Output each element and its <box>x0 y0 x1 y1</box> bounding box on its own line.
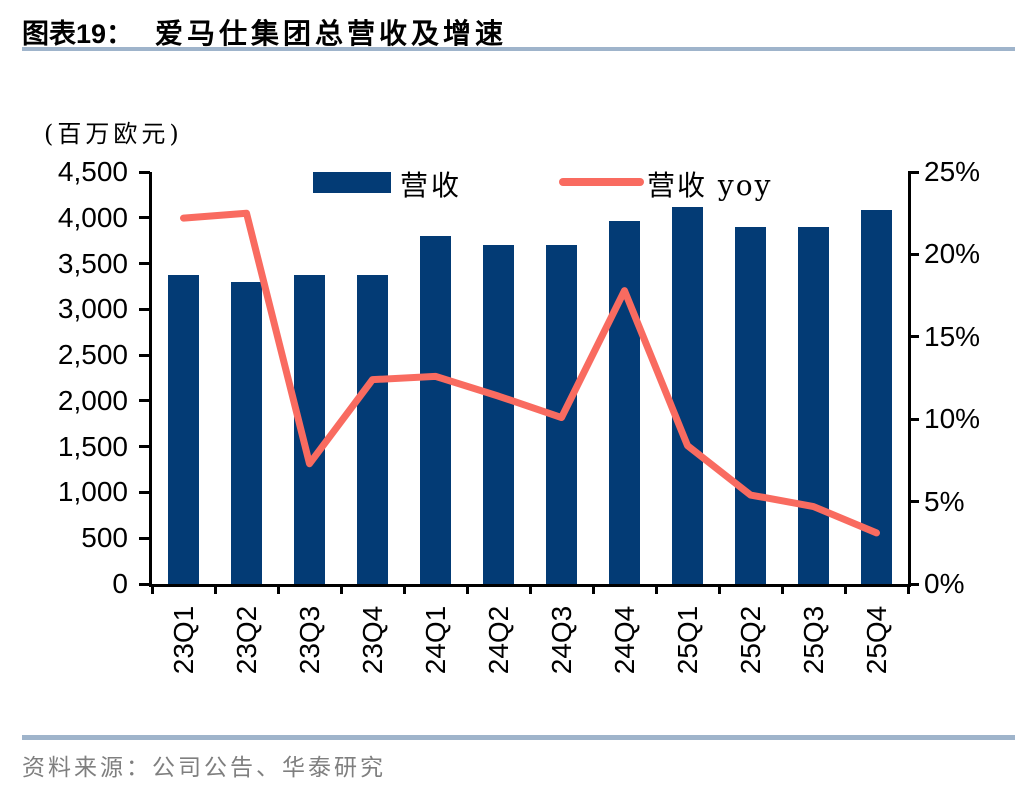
y-axis-tick-left <box>139 490 150 494</box>
y-axis-tick-right <box>908 170 919 174</box>
y-axis-label-left: 4,000 <box>57 201 128 233</box>
page-title: 爱马仕集团总营收及增速 <box>155 17 508 50</box>
x-axis-tick <box>402 584 406 594</box>
figure-header: 图表19： 爱马仕集团总营收及增速 <box>22 12 507 52</box>
y-axis-label-left: 1,500 <box>57 430 128 462</box>
x-axis-tick <box>717 584 721 594</box>
x-axis-label-24Q1: 24Q1 <box>419 605 451 675</box>
bar-25Q4 <box>861 209 892 584</box>
figure-number: 图表19： <box>22 19 134 49</box>
y-axis-label-left: 0 <box>112 568 128 599</box>
y-axis-label-left: 500 <box>81 522 128 554</box>
y-axis-label-left: 2,000 <box>57 384 128 416</box>
y-axis-tick-left <box>139 307 150 311</box>
bar-23Q2 <box>231 281 262 584</box>
y-axis-line-left <box>149 172 152 587</box>
y-axis-tick-left <box>139 216 150 220</box>
x-axis-label-25Q2: 25Q2 <box>734 605 766 675</box>
x-axis-tick <box>465 584 469 594</box>
y-axis-label-right: 20% <box>924 238 981 270</box>
x-axis-line <box>149 584 911 587</box>
x-axis-label-23Q3: 23Q3 <box>293 605 325 675</box>
y-axis-tick-right <box>908 582 919 586</box>
y-axis-label-left: 3,500 <box>57 247 128 279</box>
bar-25Q1 <box>672 206 703 584</box>
y-axis-tick-left <box>139 582 150 586</box>
x-axis-label-24Q2: 24Q2 <box>482 605 514 675</box>
y-axis-label-right: 25% <box>924 156 981 187</box>
x-axis-tick <box>780 584 784 594</box>
x-axis-tick <box>150 584 154 594</box>
x-axis-label-23Q4: 23Q4 <box>356 605 388 675</box>
left-axis-unit-label: (百万欧元) <box>44 120 183 148</box>
bar-24Q4 <box>609 221 640 584</box>
y-axis-label-right: 10% <box>924 403 981 435</box>
x-axis-label-24Q4: 24Q4 <box>608 605 640 675</box>
legend-bar-label: 营收 <box>400 169 463 202</box>
footer-divider <box>22 735 1015 740</box>
bar-25Q2 <box>735 226 766 584</box>
y-axis-label-left: 2,500 <box>57 339 128 371</box>
y-axis-label-right: 0% <box>924 568 965 599</box>
y-axis-tick-left <box>139 445 150 449</box>
y-axis-tick-right <box>908 500 919 504</box>
bar-24Q2 <box>483 245 514 584</box>
bar-25Q3 <box>798 226 829 584</box>
bar-24Q1 <box>420 236 451 584</box>
y-axis-tick-left <box>139 262 150 266</box>
y-axis-label-left: 4,500 <box>57 156 128 187</box>
x-axis-label-25Q1: 25Q1 <box>671 605 703 675</box>
legend-bar-swatch <box>313 172 391 193</box>
y-axis-tick-left <box>139 399 150 403</box>
x-axis-label-25Q4: 25Q4 <box>860 605 892 675</box>
y-axis-label-right: 5% <box>924 485 965 517</box>
y-axis-tick-left <box>139 536 150 540</box>
x-axis-tick <box>276 584 280 594</box>
x-axis-label-25Q3: 25Q3 <box>797 605 829 675</box>
x-axis-label-23Q1: 23Q1 <box>167 605 199 675</box>
y-axis-label-right: 15% <box>924 320 981 352</box>
x-axis-tick <box>213 584 217 594</box>
y-axis-line-right <box>908 172 911 587</box>
y-axis-tick-right <box>908 417 919 421</box>
yoy-line <box>180 209 880 537</box>
x-axis-tick <box>843 584 847 594</box>
legend-line-swatch <box>559 178 644 186</box>
x-axis-tick <box>339 584 343 594</box>
title-divider <box>22 47 1015 51</box>
x-axis-label-23Q2: 23Q2 <box>230 605 262 675</box>
y-axis-label-left: 1,000 <box>57 476 128 508</box>
y-axis-tick-right <box>908 252 919 256</box>
x-axis-label-24Q3: 24Q3 <box>545 605 577 675</box>
y-axis-tick-left <box>139 170 150 174</box>
y-axis-tick-left <box>139 353 150 357</box>
x-axis-tick <box>654 584 658 594</box>
source-note: 资料来源：公司公告、华泰研究 <box>22 755 386 781</box>
bar-23Q4 <box>357 275 388 584</box>
bar-23Q1 <box>168 275 199 584</box>
y-axis-tick-right <box>908 335 919 339</box>
legend-line-label: 营收 yoy <box>647 169 773 202</box>
x-axis-tick <box>906 584 910 594</box>
x-axis-tick <box>528 584 532 594</box>
y-axis-label-left: 3,000 <box>57 293 128 325</box>
x-axis-tick <box>591 584 595 594</box>
